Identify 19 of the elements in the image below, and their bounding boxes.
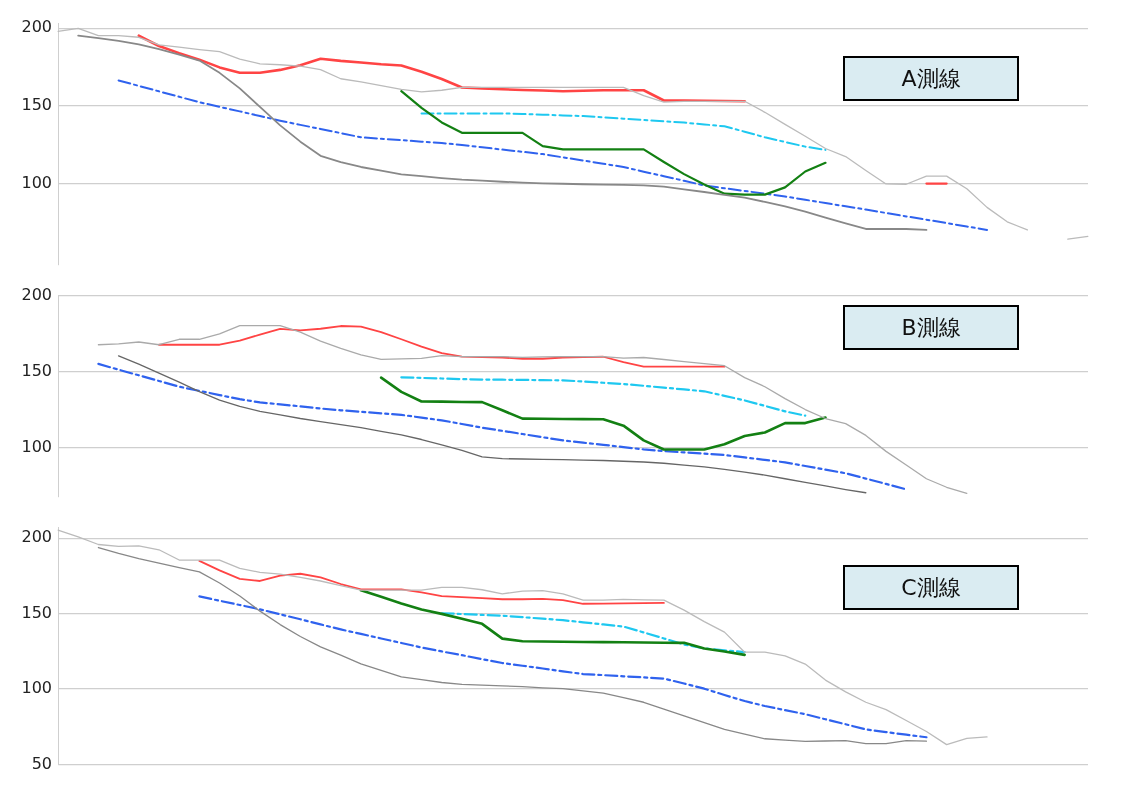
annotation: C測線: [901, 573, 961, 602]
annotation: B測線: [901, 313, 961, 342]
annotation: A測線: [901, 64, 961, 93]
caption-box: C測線: [843, 565, 1019, 610]
y-tick-label: 150: [21, 602, 52, 622]
y-tick-label: 200: [21, 284, 52, 304]
y-tick-label: 100: [21, 436, 52, 456]
line-series: [440, 612, 746, 654]
y-tick-label: 100: [21, 678, 52, 698]
y-tick-label: 200: [21, 527, 52, 547]
line-series: [420, 112, 827, 151]
caption-box: B測線: [843, 305, 1019, 350]
y-tick-label: 150: [21, 95, 52, 115]
line-series: [400, 376, 807, 417]
y-tick-label: 150: [21, 360, 52, 380]
caption-box: A測線: [843, 56, 1019, 101]
y-tick-label: 100: [21, 172, 52, 192]
y-tick-label: 50: [31, 753, 52, 773]
y-tick-label: 200: [21, 17, 52, 37]
